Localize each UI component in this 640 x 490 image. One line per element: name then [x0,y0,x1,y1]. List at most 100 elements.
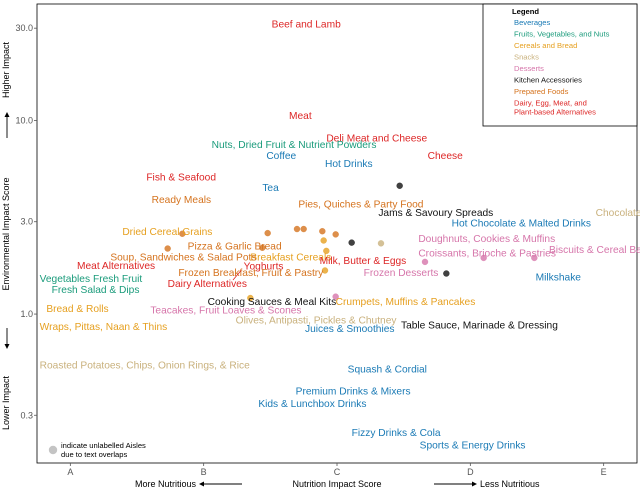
x-axis-arrows [199,481,477,487]
aisle-label: Pizza & Garlic Bread [188,241,282,252]
y-axis-title: Environmental Impact Score [1,177,11,290]
aisle-label: Hot Drinks [325,159,373,170]
aisle-label: Cooking Sauces & Meal Kits [208,297,337,308]
x-tick-label: C [334,467,341,477]
aisle-label: Beef and Lamb [272,20,341,31]
y-axis-arrows [4,112,10,349]
aisle-label: Crumpets, Muffins & Pancakes [336,297,476,308]
data-point [443,270,450,277]
data-point [332,231,339,238]
aisle-label: Meat Alternatives [77,261,155,272]
aisle-label: Deli Meat and Cheese [326,134,427,145]
aisle-label: Croissants, Brioche & Pastries [418,248,556,259]
aisle-label: Table Sauce, Marinade & Dressing [401,320,558,331]
aisle-label: Frozen Desserts [364,268,439,279]
y-tick-label: 3.0 [20,217,33,227]
legend-entry: Snacks [514,53,539,62]
aisle-label: Chocolate [596,208,640,219]
legend-entry: Dairy, Egg, Meat, and Plant-based Alterna… [514,99,596,117]
legend-entry: Beverages [514,18,551,27]
x-annotation-right: Less Nutritious [480,479,540,489]
aisle-label: Dairy Alternatives [168,279,247,290]
legend-entry: Cereals and Bread [514,41,577,50]
legend-box [482,3,638,127]
aisle-label: Sports & Energy Drinks [420,441,526,452]
data-point [247,294,254,302]
aisle-label: Bread & Rolls [46,304,108,315]
aisle-label: Dried Cereal Grains [122,227,212,238]
y-arrow-up-head [4,112,10,117]
aisle-label: Fish & Seafood [146,173,216,184]
aisle-label: Pies, Quiches & Party Food [298,200,423,211]
data-point [332,293,339,300]
aisle-label: Kids & Lunchbox Drinks [258,399,366,410]
note-marker [48,445,58,455]
data-point [300,225,307,233]
y-annotation-top: Higher Impact [1,41,11,98]
aisle-label: Coffee [266,151,296,162]
y-tick-label: 0.3 [20,410,33,420]
x-arrow-left-head [199,481,204,487]
legend-entry: Desserts [514,64,544,73]
data-point [179,230,186,237]
data-point [531,254,538,262]
aisle-label: Frozen Breakfast, Fruit & Pastry [178,268,324,279]
aisle-label: Juices & Smoothies [305,324,394,335]
data-point [480,254,487,262]
y-axis-ticks: 0.3 1.0 3.0 10.0 30.0 [15,23,37,420]
x-tick-label: A [67,467,73,477]
data-point [293,225,301,233]
data-point [264,229,271,237]
aisle-label: Tea [262,183,279,194]
aisle-label: Milk, Butter & Eggs [320,256,407,267]
aisle-labels: Beef and Lamb Meat Deli Meat and CheeseNut… [40,20,640,452]
y-tick-label: 1.0 [20,309,33,319]
x-arrow-right-head [472,481,477,487]
aisle-label: Doughnuts, Cookies & Muffins [418,234,555,245]
y-annotation-bottom: Lower Impact [1,375,11,430]
aisle-label: Roasted Potatoes, Chips, Onion Rings, & … [40,361,250,372]
aisle-label: Teacakes, Fruit Loaves & Scones [150,305,301,316]
yoghurts-leader-line [232,270,242,281]
aisle-label: Vegetables [40,274,90,285]
data-point [421,258,429,266]
data-point [323,247,330,255]
x-tick-label: E [601,467,607,477]
aisle-label: Wraps, Pittas, Naan & Thins [40,322,168,333]
x-tick-label: D [467,467,474,477]
legend-entry: Fruits, Vegetables, and Nuts [514,30,610,39]
y-arrow-down-head [4,344,10,349]
aisle-label: Jams & Savoury Spreads [378,208,493,219]
aisle-label: Breakfast Cereals [250,253,331,264]
aisle-label: Squash & Cordial [348,365,427,376]
aisle-label: Nuts, Dried Fruit & Nutrient Powders [212,140,377,151]
aisle-label: Hot Chocolate & Malted Drinks [452,218,591,229]
data-point [396,182,403,189]
x-annotation-left: More Nutritious [135,479,197,489]
aisle-label: Ready Meals [152,195,211,206]
x-tick-label: B [201,467,207,477]
aisle-label: Fizzy Drinks & Cola [352,428,441,439]
data-point [377,240,385,247]
aisle-label: Fresh Salad & Dips [52,285,140,296]
data-point [348,239,355,246]
data-points [164,182,538,302]
aisle-label: Meat [289,111,312,122]
aisle-label: Yoghurts [244,262,284,273]
aisle-label: Premium Drinks & Mixers [296,387,411,398]
aisle-label: Olives, Antipasti, Pickles & Chutney [236,316,398,327]
data-point [320,237,327,244]
aisle-label: Cheese [428,151,463,162]
x-axis-ticks: A B C D E [67,463,607,477]
legend-title: Legend [512,7,539,16]
legend-entry: Kitchen Accessories [514,76,582,85]
legend: Legend Beverages Fruits, Vegetables, and N… [482,3,638,127]
data-point [259,244,266,251]
aisle-label: Biscuits & Cereal Bars [549,245,640,256]
legend-entry: Prepared Foods [514,87,569,96]
aisle-label: Fresh Fruit [93,274,142,285]
aisle-label: Milkshake [536,273,582,284]
y-tick-label: 30.0 [15,23,33,33]
data-point [321,267,329,274]
